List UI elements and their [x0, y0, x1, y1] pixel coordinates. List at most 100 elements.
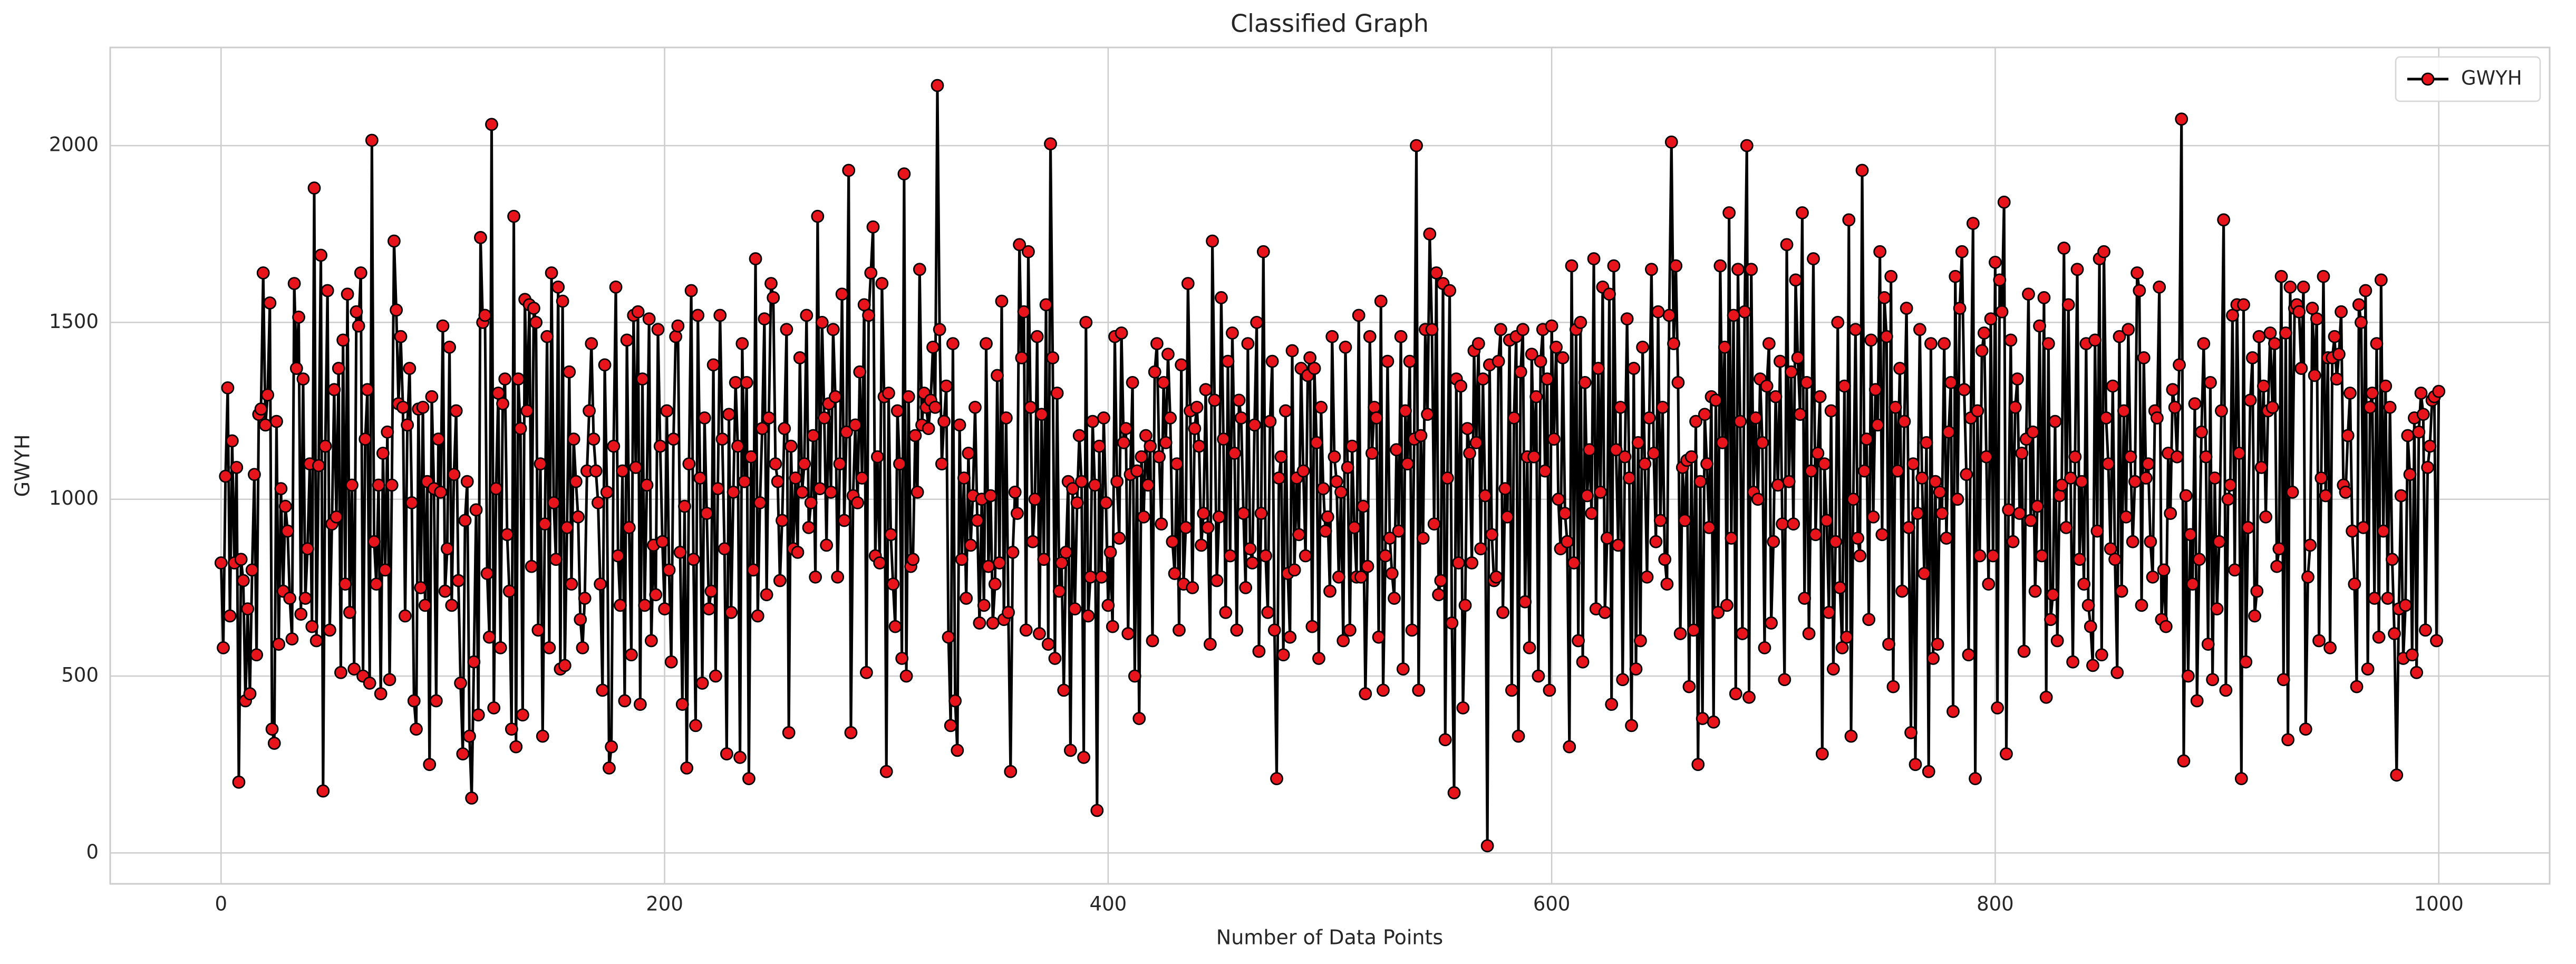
data-point: [1363, 330, 1377, 343]
data-point: [1868, 383, 1882, 397]
data-point: [509, 740, 523, 754]
data-point: [902, 390, 915, 403]
data-point: [1425, 323, 1439, 336]
data-point: [1946, 705, 1960, 718]
data-point: [1929, 475, 1942, 488]
data-point: [1740, 139, 1754, 152]
data-point: [680, 761, 694, 775]
data-point: [673, 545, 687, 559]
data-point: [2401, 429, 2415, 442]
data-point: [511, 372, 525, 386]
data-point: [1558, 507, 1572, 520]
data-point: [263, 296, 277, 310]
data-point: [1195, 538, 1208, 552]
data-point: [1068, 602, 1082, 615]
data-point: [1857, 464, 1871, 478]
data-point: [525, 560, 538, 573]
data-point: [1028, 493, 1042, 506]
data-point: [1514, 365, 1527, 379]
data-point: [1906, 457, 1920, 471]
data-point: [731, 439, 744, 453]
data-point: [862, 309, 875, 322]
data-point: [569, 475, 583, 488]
data-point: [1982, 577, 1996, 591]
data-point: [2037, 291, 2051, 304]
data-point: [735, 337, 749, 351]
data-point: [2055, 478, 2069, 492]
data-point: [1192, 439, 1206, 453]
data-point: [1543, 683, 1556, 697]
data-point: [1656, 400, 1669, 414]
data-point: [760, 588, 773, 602]
data-point: [456, 747, 470, 760]
data-point: [1135, 450, 1148, 464]
data-point: [1616, 673, 1630, 687]
data-point: [2277, 673, 2290, 687]
data-point: [722, 408, 735, 421]
data-point: [1041, 638, 1055, 651]
data-point: [1399, 404, 1412, 418]
data-point: [1033, 627, 1046, 640]
data-point: [1072, 429, 1086, 442]
data-point: [1256, 245, 1270, 258]
data-point: [1678, 514, 1691, 527]
data-point: [2421, 460, 2435, 474]
data-point: [1780, 238, 1794, 252]
data-point: [1132, 712, 1146, 725]
data-point: [940, 379, 953, 393]
data-point: [1594, 485, 1607, 499]
data-point: [2410, 666, 2424, 679]
data-point: [1995, 305, 2009, 319]
data-point: [866, 220, 880, 234]
data-point: [2186, 577, 2200, 591]
data-point: [1625, 719, 1638, 732]
data-point: [953, 418, 966, 432]
data-point: [1221, 354, 1235, 368]
data-point: [2221, 493, 2235, 506]
data-point: [1445, 616, 1459, 630]
data-point: [1432, 588, 1446, 602]
data-point: [594, 577, 607, 591]
data-point: [261, 388, 275, 402]
data-point: [913, 263, 926, 276]
data-point: [1394, 330, 1408, 343]
data-point: [2090, 524, 2104, 538]
data-point: [1427, 517, 1441, 531]
data-point: [545, 266, 558, 279]
data-point: [933, 323, 946, 336]
data-point: [1299, 549, 1312, 563]
data-point: [1046, 351, 1060, 364]
data-point: [1913, 323, 1926, 336]
data-point: [1063, 744, 1077, 757]
data-point: [1837, 379, 1851, 393]
data-point: [2011, 372, 2024, 386]
data-point: [338, 577, 352, 591]
data-point: [1155, 517, 1168, 531]
data-point: [1013, 238, 1026, 252]
data-point: [1081, 609, 1095, 623]
data-point: [633, 698, 647, 711]
data-point: [2166, 383, 2180, 397]
data-point: [2024, 514, 2038, 527]
data-point: [423, 758, 437, 772]
data-point: [531, 623, 545, 637]
data-point: [1146, 634, 1159, 648]
data-point: [1287, 563, 1301, 577]
data-point: [2173, 358, 2186, 372]
data-point: [1345, 439, 1359, 453]
data-point: [1234, 411, 1248, 425]
data-point: [640, 478, 654, 492]
data-point: [454, 677, 468, 690]
data-point: [2084, 620, 2097, 633]
data-point: [1494, 323, 1507, 336]
data-point: [1773, 354, 1787, 368]
data-point: [1055, 556, 1068, 570]
data-point: [1443, 284, 1457, 297]
data-point: [700, 507, 713, 520]
data-point: [1314, 400, 1328, 414]
data-point: [1840, 630, 1853, 644]
data-point: [2206, 673, 2220, 687]
data-point: [1736, 627, 1749, 640]
data-point: [1609, 443, 1623, 457]
data-point: [747, 563, 760, 577]
